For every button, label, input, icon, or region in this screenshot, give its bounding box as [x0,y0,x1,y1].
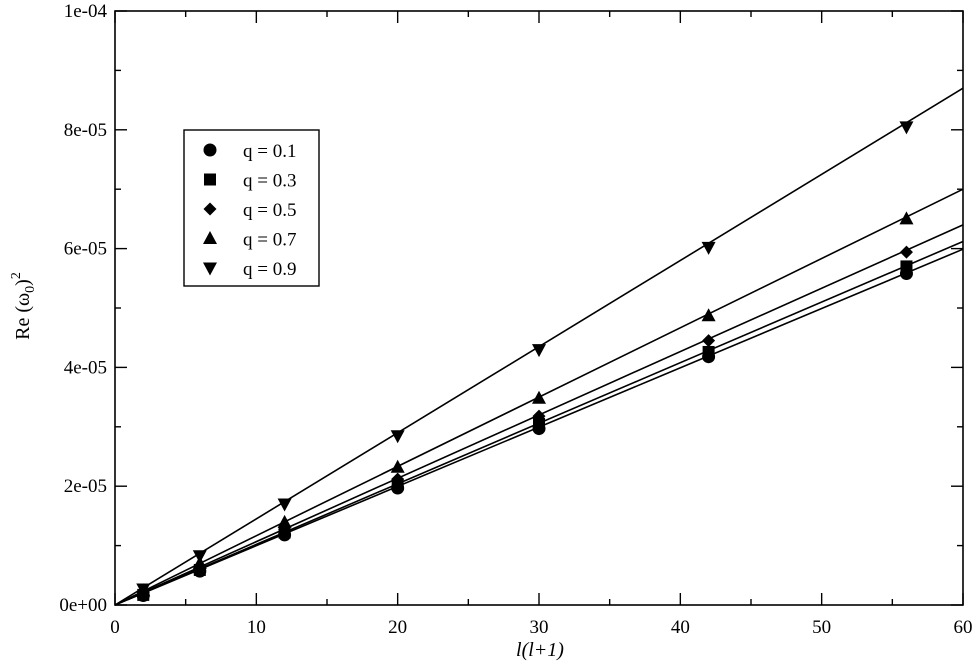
legend-label: q = 0.7 [243,230,296,251]
data-point-series-3 [532,409,546,423]
axis-ticks [114,10,964,606]
legend-marker [203,202,217,216]
legend-label: q = 0.1 [243,141,296,162]
y-tick-label: 2e-05 [64,476,107,497]
x-tick-label: 50 [812,617,831,638]
y-tick-label: 4e-05 [64,357,107,378]
y-tick-label: 0e+00 [59,595,107,616]
data-point-series-2 [900,260,913,273]
x-tick-label: 40 [671,617,690,638]
legend-entry: q = 0.1 [203,141,296,162]
legend-entry: q = 0.3 [204,171,296,192]
data-point-series-4 [277,514,292,528]
data-point-series-4 [390,459,405,473]
legend-marker [203,231,217,244]
data-point-series-5 [532,344,546,358]
y-axis-title-superscript: 2 [9,272,24,279]
data-point-series-5 [277,498,292,512]
legend-label: q = 0.5 [243,200,296,221]
x-tick-label: 10 [247,617,266,638]
data-point-series-5 [136,583,151,597]
data-point-series-2 [702,345,715,358]
data-point-series-4 [532,390,546,404]
legend-marker [203,143,217,157]
y-axis-title-subscript: 0 [23,286,38,293]
x-tick-label: 60 [954,617,973,638]
data-point-series-3 [899,245,913,259]
y-axis-title-close: ) [12,279,34,286]
y-tick-label: 6e-05 [64,239,107,260]
data-point-series-4 [899,211,914,225]
y-tick-label: 1e-04 [64,1,108,22]
legend-entry: q = 0.7 [203,230,296,251]
legend-entry: q = 0.9 [203,259,296,280]
y-tick-label: 8e-05 [64,120,107,141]
legend-label: q = 0.9 [243,259,296,280]
tick-labels: 0 10 20 30 40 50 60 0e+00 2e-05 4e-05 6e-05 8e-05 1e… [59,1,972,638]
data-point-series-2 [533,417,545,430]
y-axis-title-main: Re (ω [12,293,34,340]
x-tick-label: 0 [110,617,120,638]
y-axis-title: Re (ω0)2 [9,272,38,340]
x-axis-title: l(l+1) [516,639,564,661]
data-markers [136,121,914,602]
data-point-series-3 [702,334,716,348]
legend-label: q = 0.3 [243,171,296,192]
data-point-series-3 [391,472,405,486]
data-point-series-4 [701,308,716,322]
legend: q = 0.1 q = 0.3 q = 0.5 q = 0.7 q = 0.9 [183,129,320,287]
data-point-series-5 [192,550,207,564]
legend-marker [203,262,217,276]
x-tick-label: 20 [388,617,407,638]
data-point-series-5 [899,121,914,135]
data-point-series-5 [390,430,405,444]
legend-entry: q = 0.5 [203,200,296,221]
data-point-series-5 [701,241,716,255]
legend-marker [204,173,216,186]
x-tick-label: 30 [530,617,549,638]
